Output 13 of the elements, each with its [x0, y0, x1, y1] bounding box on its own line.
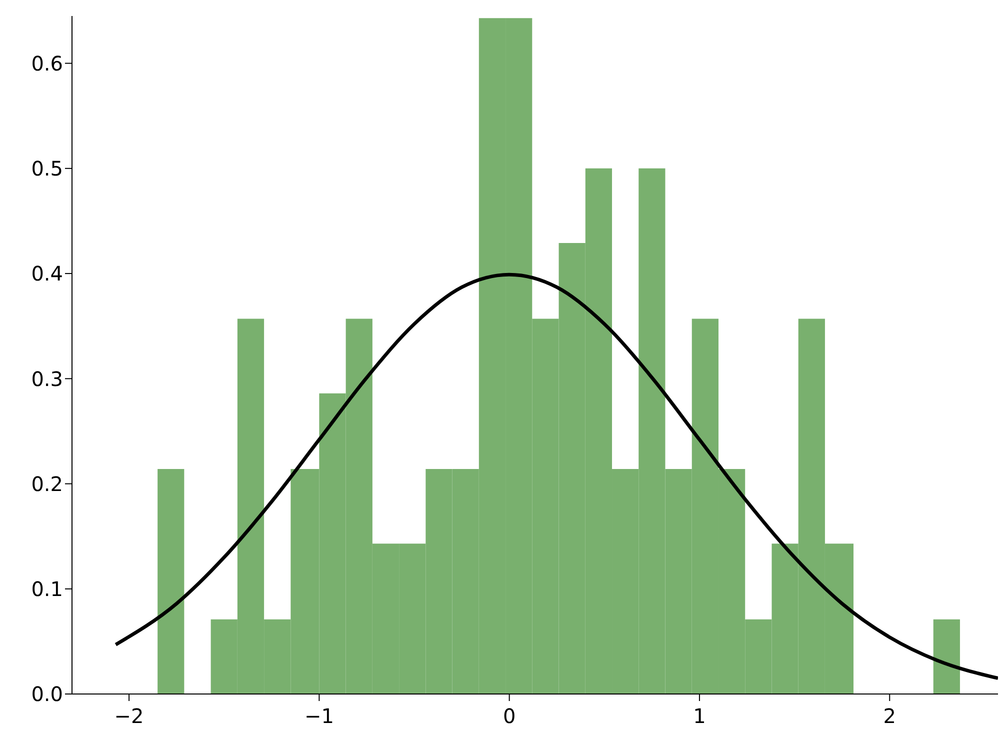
- x-tick-label: −2: [114, 704, 144, 728]
- x-tick-label: 1: [693, 704, 706, 728]
- y-tick-label: 0.3: [31, 366, 63, 391]
- y-tick-label: 0.4: [31, 262, 63, 286]
- y-tick-label: 0.5: [31, 156, 63, 181]
- y-tick-label: 0.1: [31, 576, 63, 601]
- x-tick-label: 2: [883, 704, 896, 728]
- x-tick-label: 0: [502, 704, 516, 728]
- x-tick-label: −1: [304, 704, 334, 728]
- y-tick-label: 0.0: [31, 682, 63, 706]
- y-tick-label: 0.6: [31, 51, 63, 76]
- y-tick-label: 0.2: [31, 472, 63, 496]
- line-series: [114, 272, 998, 680]
